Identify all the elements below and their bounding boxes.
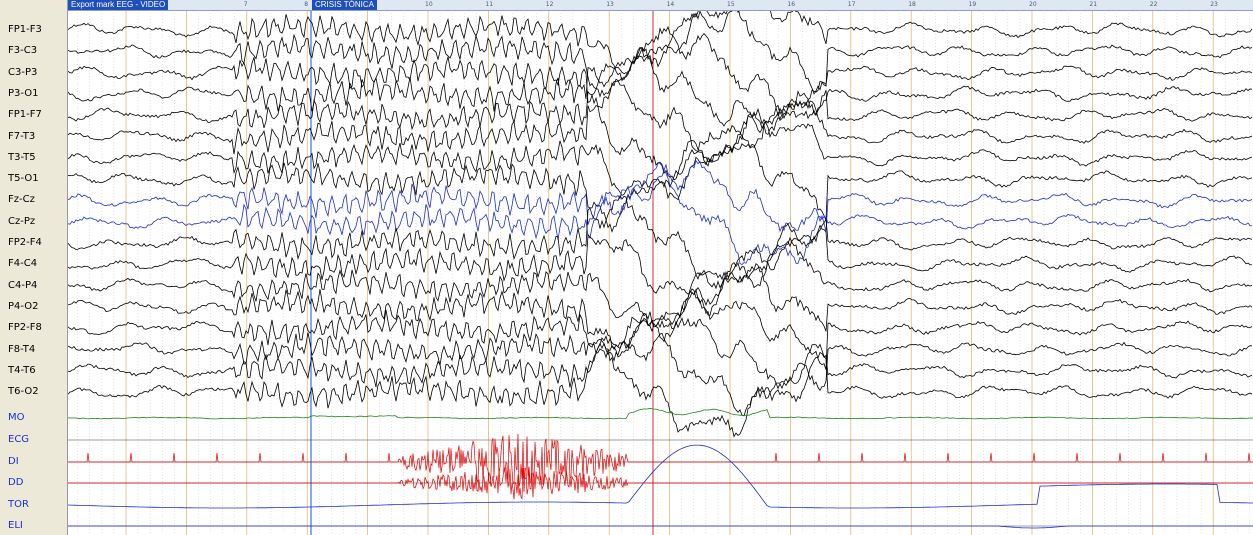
- channel-label-dd[interactable]: DD: [8, 477, 24, 488]
- channel-label-t4-t6[interactable]: T4-T6: [8, 364, 36, 376]
- second-label: 7: [243, 1, 248, 8]
- trace-fz-cz[interactable]: [68, 159, 1253, 233]
- second-label: 23: [1210, 1, 1218, 8]
- trace-t3-t5[interactable]: [68, 107, 1253, 201]
- trace-t6-o2[interactable]: [68, 342, 1253, 438]
- gridlines: [68, 10, 1253, 535]
- channel-label-f7-t3[interactable]: F7-T3: [8, 130, 36, 142]
- channel-label-f8-t4[interactable]: F8-T4: [8, 343, 36, 355]
- trace-fp2-f8[interactable]: [68, 288, 1253, 370]
- second-label: 17: [847, 1, 856, 8]
- channel-label-p3-o1[interactable]: P3-O1: [8, 87, 39, 99]
- time-ruler[interactable]: Export mark EEG - VIDEO CRISIS TÓNICA 7 8…: [68, 0, 1253, 11]
- trace-p3-o1[interactable]: [68, 55, 1253, 134]
- second-label: 15: [727, 1, 735, 8]
- second-label: 10: [425, 1, 433, 8]
- channel-label-fp2-f4[interactable]: FP2-F4: [8, 237, 42, 248]
- second-label: 13: [606, 1, 614, 8]
- second-label: 18: [908, 1, 916, 8]
- trace-eli[interactable]: [68, 525, 1253, 529]
- channel-label-f3-c3[interactable]: F3-C3: [8, 45, 38, 57]
- channel-traces: [68, 0, 1253, 529]
- trace-f3-c3[interactable]: [68, 3, 1253, 98]
- second-label: 22: [1149, 1, 1158, 8]
- trace-f4-c4[interactable]: [68, 223, 1253, 316]
- trace-fp1-f7[interactable]: [68, 78, 1253, 153]
- channel-label-tor[interactable]: TOR: [8, 499, 29, 510]
- channel-label-f4-c4[interactable]: F4-C4: [8, 258, 38, 270]
- channel-label-fp1-f7[interactable]: FP1-F7: [8, 109, 42, 121]
- trace-tor[interactable]: [68, 444, 1253, 509]
- marker-crisis-tonica[interactable]: CRISIS TÓNICA: [312, 0, 377, 10]
- second-label: 9: [364, 1, 369, 8]
- trace-c4-p4[interactable]: [68, 236, 1253, 330]
- second-label: 16: [787, 1, 796, 8]
- channel-label-mo[interactable]: MO: [8, 412, 25, 423]
- second-label: 12: [545, 1, 554, 8]
- trace-cz-pz[interactable]: [68, 169, 1253, 265]
- channel-label-di[interactable]: DI: [8, 456, 19, 467]
- trace-dd[interactable]: [68, 465, 1253, 500]
- channel-label-c4-p4[interactable]: C4-P4: [8, 279, 38, 291]
- channel-label-c3-p3[interactable]: C3-P3: [8, 66, 38, 78]
- channel-label-column: FP1-F3 F3-C3 C3-P3 P3-O1 FP1-F7 F7-T3 T3-T5 T5-…: [0, 0, 68, 535]
- channel-label-t6-o2[interactable]: T6-O2: [8, 386, 39, 398]
- trace-mo[interactable]: [68, 407, 1253, 420]
- second-label: 21: [1089, 1, 1098, 8]
- second-label: 11: [485, 1, 494, 8]
- channel-label-t5-o1[interactable]: T5-O1: [8, 173, 39, 185]
- trace-f8-t4[interactable]: [68, 311, 1253, 392]
- channel-label-fp1-f3[interactable]: FP1-F3: [8, 24, 42, 35]
- trace-area[interactable]: Export mark EEG - VIDEO CRISIS TÓNICA 7 8…: [68, 0, 1253, 535]
- trace-t4-t6[interactable]: [68, 332, 1253, 417]
- trace-di[interactable]: [68, 433, 1253, 488]
- channel-label-p4-o2[interactable]: P4-O2: [8, 300, 39, 312]
- trace-t5-o1[interactable]: [68, 139, 1253, 233]
- channel-label-cz-pz[interactable]: Cz-Pz: [8, 215, 36, 227]
- second-label: 8: [304, 1, 309, 8]
- trace-fp2-f4[interactable]: [68, 195, 1253, 289]
- marker-export-eeg-video[interactable]: Export mark EEG - VIDEO: [68, 0, 169, 10]
- channel-label-ecg[interactable]: ECG: [8, 434, 30, 445]
- second-label: 19: [968, 1, 977, 8]
- channel-label-t3-t5[interactable]: T3-T5: [8, 151, 36, 163]
- channel-label-fp2-f8[interactable]: FP2-F8: [8, 322, 42, 334]
- second-label: 14: [666, 1, 675, 8]
- trace-f7-t3[interactable]: [68, 100, 1253, 181]
- channel-label-eli[interactable]: ELI: [8, 520, 23, 531]
- second-label: 20: [1029, 1, 1037, 8]
- trace-fp1-f3[interactable]: [68, 0, 1253, 82]
- channel-label-fz-cz[interactable]: Fz-Cz: [8, 194, 35, 206]
- eeg-traces[interactable]: [68, 0, 1253, 535]
- trace-c3-p3[interactable]: [68, 25, 1253, 116]
- trace-p4-o2[interactable]: [68, 263, 1253, 358]
